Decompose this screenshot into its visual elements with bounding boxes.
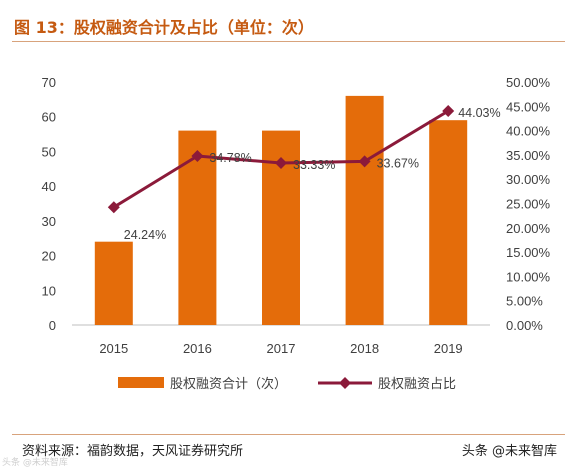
- ratio-data-label: 33.33%: [293, 158, 335, 172]
- x-tick-label: 2018: [350, 341, 379, 356]
- y-right-tick-label: 10.00%: [506, 269, 551, 284]
- title-divider: [12, 41, 565, 42]
- y-right-tick-label: 30.00%: [506, 172, 551, 187]
- bar: [94, 241, 133, 325]
- y-right-tick-label: 40.00%: [506, 124, 551, 139]
- axes-group: 0 10 20 30 40 50 60 70 0.00% 5.00% 10.00% 15.00% 20.…: [42, 75, 551, 356]
- y-left-tick-label: 50: [42, 144, 56, 159]
- y-right-tick-label: 35.00%: [506, 148, 551, 163]
- x-tick-label: 2016: [183, 341, 212, 356]
- y-right-tick-label: 50.00%: [506, 75, 551, 90]
- y-right-tick-label: 0.00%: [506, 318, 543, 333]
- ratio-data-label: 44.03%: [458, 106, 500, 120]
- watermark-right: 头条 @未来智库: [461, 444, 557, 459]
- y-left-tick-label: 20: [42, 249, 56, 264]
- bars-group: [94, 95, 468, 325]
- ratio-point: [442, 105, 455, 118]
- y-left-tick-label: 70: [42, 75, 56, 90]
- y-right-tick-label: 15.00%: [506, 245, 551, 260]
- y-right-tick-label: 25.00%: [506, 197, 551, 212]
- source-note: 资料来源：福韵数据，天风证券研究所: [22, 444, 244, 459]
- ratio-data-label: 34.78%: [209, 151, 251, 165]
- source-divider: [12, 434, 565, 435]
- y-left-tick-label: 40: [42, 179, 56, 194]
- x-tick-label: 2015: [99, 341, 128, 356]
- x-tick-label: 2019: [434, 341, 463, 356]
- bar: [345, 95, 384, 325]
- legend-line-label: 股权融资占比: [378, 376, 456, 392]
- y-right-tick-label: 45.00%: [506, 99, 551, 114]
- y-right-tick-label: 5.00%: [506, 294, 543, 309]
- chart-title: 图 13：股权融资合计及占比（单位：次）: [14, 18, 314, 37]
- ratio-point: [358, 155, 371, 168]
- legend-group: 股权融资合计（次） 股权融资占比: [118, 376, 456, 392]
- y-left-tick-label: 30: [42, 214, 56, 229]
- ratio-point: [107, 201, 120, 214]
- ratio-point: [191, 149, 204, 162]
- y-right-tick-label: 20.00%: [506, 221, 551, 236]
- x-tick-label: 2017: [267, 341, 296, 356]
- watermark-left: 头条 @未来智库: [2, 458, 68, 468]
- legend-bar-label: 股权融资合计（次）: [170, 376, 287, 392]
- y-left-tick-label: 60: [42, 110, 56, 125]
- ratio-point: [275, 157, 287, 170]
- line-series-group: 24.24% 34.78% 33.33% 33.67% 44.03%: [107, 105, 501, 242]
- y-left-tick-label: 0: [49, 318, 56, 333]
- bar: [429, 120, 468, 325]
- legend-line-marker: [339, 377, 351, 389]
- ratio-data-label: 33.67%: [377, 156, 419, 170]
- y-left-tick-label: 10: [42, 283, 56, 298]
- legend-bar-swatch: [118, 377, 164, 388]
- ratio-data-label: 24.24%: [124, 228, 166, 242]
